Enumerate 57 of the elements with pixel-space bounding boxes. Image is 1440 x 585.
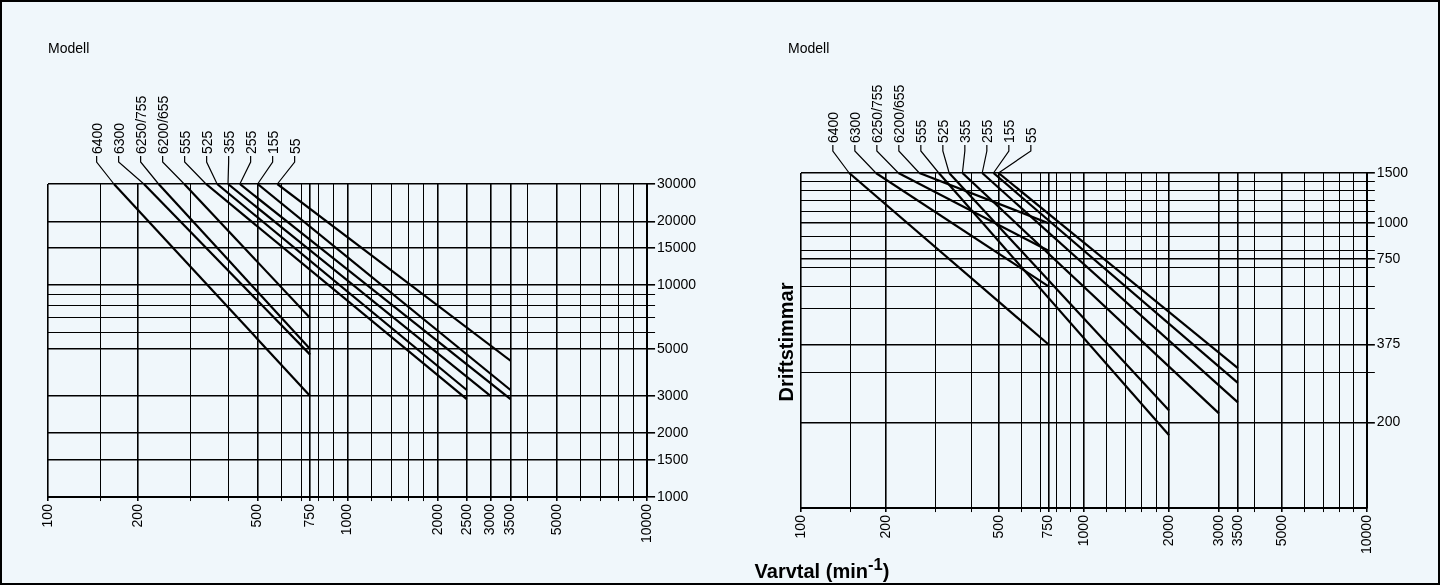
- x-tick-label: 3500: [1228, 514, 1245, 547]
- text: 255: [978, 119, 995, 143]
- text: 6250/755: [868, 84, 885, 143]
- y-tick-label: 1500: [657, 450, 689, 467]
- y-tick-label: 1000: [1376, 214, 1409, 231]
- x-tick-label: 750: [300, 503, 317, 528]
- text: 555: [912, 119, 929, 143]
- x-tick-label: 5000: [547, 503, 564, 536]
- x-tick-label: 100: [791, 514, 808, 539]
- x-tick-label: 2000: [1159, 514, 1176, 547]
- x-tick-label: 500: [989, 514, 1006, 539]
- y-tick-label: 10000: [657, 275, 697, 292]
- text: 55: [1022, 127, 1039, 143]
- x-tick-label: 1000: [1074, 514, 1091, 547]
- x-tick-label: 750: [1039, 514, 1056, 539]
- y-tick-label: 30000: [657, 174, 697, 191]
- text: Modell: [788, 40, 830, 56]
- y-tick-label: 3000: [657, 386, 689, 403]
- text: 525: [934, 119, 951, 143]
- text: 555: [176, 130, 193, 154]
- x-axis-title: Varvtal (min$^{-1}$): [754, 555, 890, 583]
- x-tick-label: 500: [248, 503, 265, 528]
- y-tick-label: 15000: [657, 238, 697, 255]
- y-tick-label: 1500: [1376, 163, 1409, 180]
- x-tick-label: 1000: [338, 503, 355, 536]
- text: Modell: [48, 40, 90, 56]
- x-tick-label: 3000: [481, 503, 498, 536]
- x-tick-label: 100: [38, 503, 55, 528]
- text: 255: [242, 130, 259, 154]
- y-tick-label: 200: [1376, 413, 1401, 430]
- text: 355: [956, 119, 973, 143]
- text: 6200/655: [890, 84, 907, 143]
- text: 6400: [88, 122, 105, 154]
- text: 155: [264, 130, 281, 154]
- text: 6300: [846, 111, 863, 143]
- y-tick-label: 2000: [657, 424, 689, 441]
- y-tick-label: 5000: [657, 339, 689, 356]
- text: 6200/655: [154, 95, 171, 154]
- text: 55: [286, 138, 303, 154]
- y-tick-label: 750: [1376, 249, 1401, 266]
- x-tick-label: 200: [877, 514, 894, 539]
- x-tick-label: 3500: [501, 503, 518, 536]
- y-axis-title: Driftstimmar: [774, 282, 798, 402]
- x-tick-label: 200: [129, 503, 146, 528]
- text: 525: [198, 130, 215, 154]
- y-tick-label: 1000: [657, 487, 689, 504]
- x-tick-label: 5000: [1272, 514, 1289, 547]
- y-tick-label: 375: [1376, 335, 1401, 352]
- text: 6400: [824, 111, 841, 143]
- text: 155: [1000, 119, 1017, 143]
- text: 6250/755: [132, 95, 149, 154]
- text: 355: [220, 130, 237, 154]
- text: 6300: [110, 122, 127, 154]
- x-tick-label: 3000: [1209, 514, 1226, 547]
- x-tick-label: 2000: [428, 503, 445, 536]
- y-tick-label: 20000: [657, 212, 697, 229]
- x-tick-label: 2500: [457, 503, 474, 536]
